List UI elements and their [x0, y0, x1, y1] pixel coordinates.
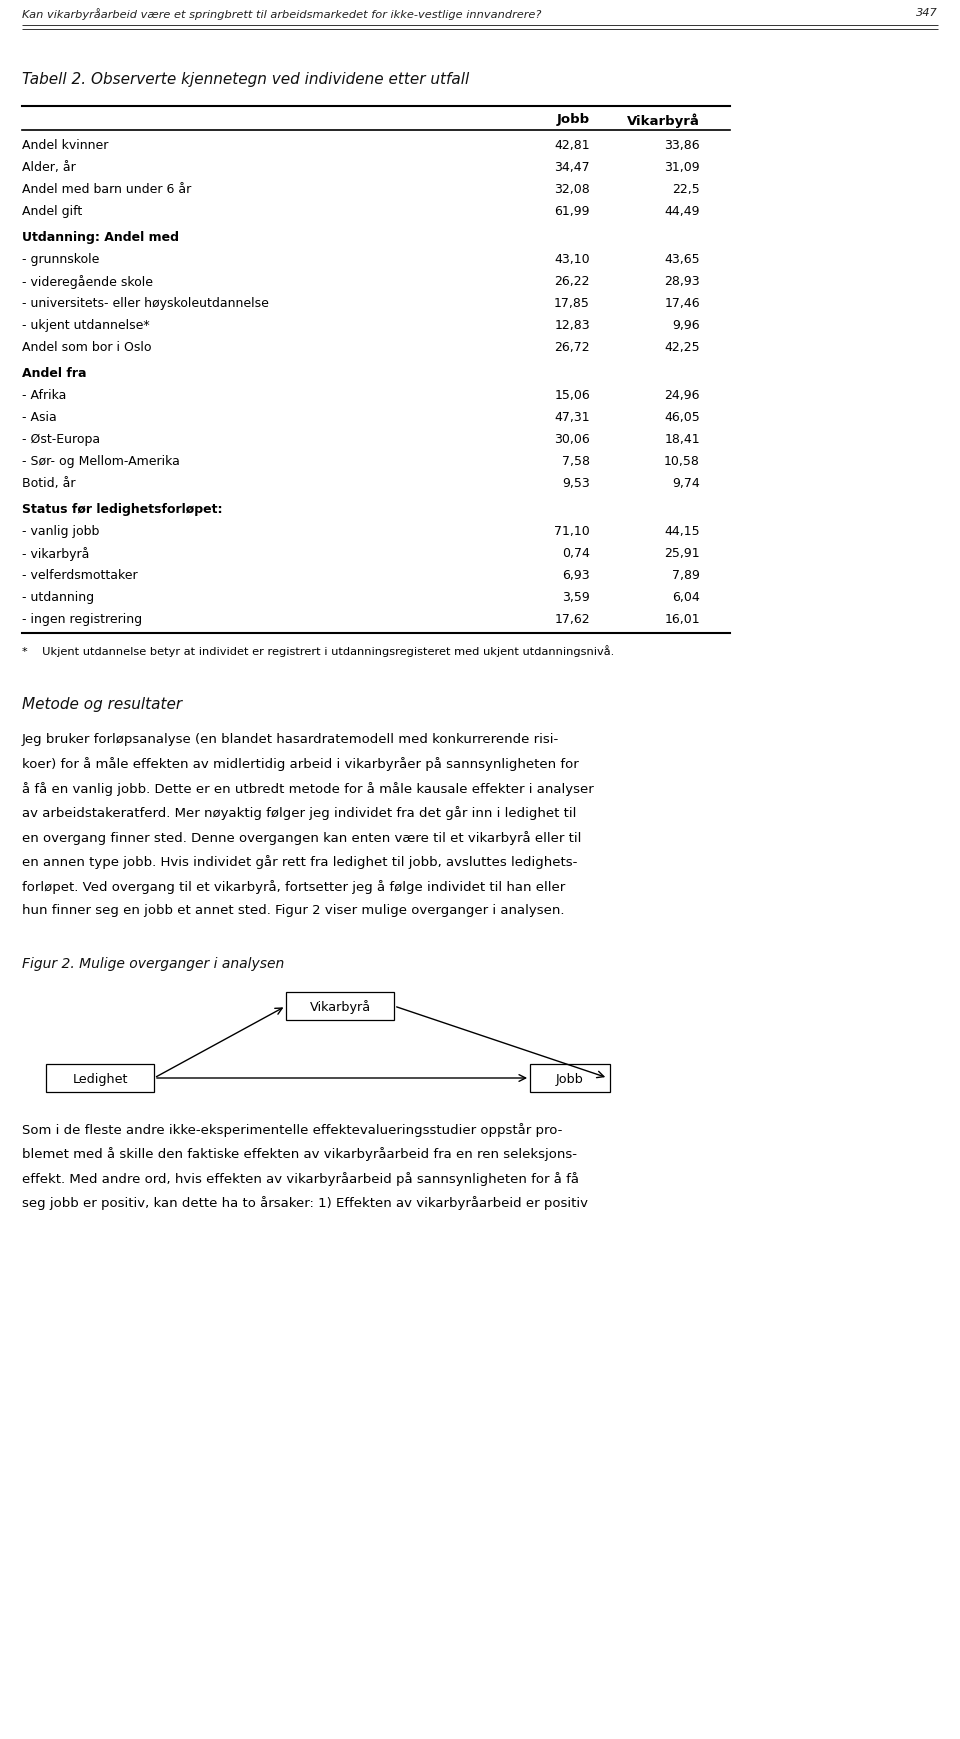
Text: Tabell 2. Observerte kjennetegn ved individene etter utfall: Tabell 2. Observerte kjennetegn ved indi… [22, 71, 469, 87]
Text: en annen type jobb. Hvis individet går rett fra ledighet til jobb, avsluttes led: en annen type jobb. Hvis individet går r… [22, 856, 577, 870]
Text: 3,59: 3,59 [563, 591, 590, 603]
Text: Figur 2. Mulige overganger i analysen: Figur 2. Mulige overganger i analysen [22, 956, 284, 970]
Text: 17,85: 17,85 [554, 297, 590, 310]
Text: Vikarbyrå: Vikarbyrå [309, 1000, 371, 1014]
Text: blemet med å skille den faktiske effekten av vikarbyråarbeid fra en ren seleksjo: blemet med å skille den faktiske effekte… [22, 1146, 577, 1162]
Text: - universitets- eller høyskoleutdannelse: - universitets- eller høyskoleutdannelse [22, 297, 269, 310]
Text: Jobb: Jobb [557, 113, 590, 125]
Text: Kan vikarbyråarbeid være et springbrett til arbeidsmarkedet for ikke-vestlige in: Kan vikarbyråarbeid være et springbrett … [22, 9, 541, 19]
Text: 71,10: 71,10 [554, 525, 590, 537]
Text: - ingen registrering: - ingen registrering [22, 612, 142, 626]
Text: Jobb: Jobb [556, 1071, 584, 1085]
Text: 22,5: 22,5 [672, 183, 700, 197]
Text: Andel gift: Andel gift [22, 205, 83, 217]
Text: 26,72: 26,72 [554, 341, 590, 353]
Text: 44,49: 44,49 [664, 205, 700, 217]
Text: Jeg bruker forløpsanalyse (en blandet hasardratemodell med konkurrerende risi-: Jeg bruker forløpsanalyse (en blandet ha… [22, 732, 560, 746]
FancyBboxPatch shape [286, 993, 394, 1021]
Text: 31,09: 31,09 [664, 162, 700, 174]
Text: 28,93: 28,93 [664, 275, 700, 289]
Text: 33,86: 33,86 [664, 139, 700, 151]
Text: *    Ukjent utdannelse betyr at individet er registrert i utdanningsregisteret m: * Ukjent utdannelse betyr at individet e… [22, 645, 614, 657]
Text: 9,53: 9,53 [563, 476, 590, 490]
Text: - vikarbyrå: - vikarbyrå [22, 546, 89, 560]
Text: effekt. Med andre ord, hvis effekten av vikarbyråarbeid på sannsynligheten for å: effekt. Med andre ord, hvis effekten av … [22, 1172, 579, 1186]
Text: 347: 347 [916, 9, 938, 17]
FancyBboxPatch shape [46, 1064, 154, 1092]
Text: 10,58: 10,58 [664, 454, 700, 468]
FancyBboxPatch shape [530, 1064, 610, 1092]
Text: - ukjent utdannelse*: - ukjent utdannelse* [22, 318, 150, 332]
Text: 17,46: 17,46 [664, 297, 700, 310]
Text: - Asia: - Asia [22, 410, 57, 424]
Text: 15,06: 15,06 [554, 390, 590, 402]
Text: Metode og resultater: Metode og resultater [22, 697, 182, 711]
Text: - vanlig jobb: - vanlig jobb [22, 525, 100, 537]
Text: koer) for å måle effekten av midlertidig arbeid i vikarbyråer på sannsynligheten: koer) for å måle effekten av midlertidig… [22, 756, 579, 770]
Text: 24,96: 24,96 [664, 390, 700, 402]
Text: 6,93: 6,93 [563, 569, 590, 581]
Text: 18,41: 18,41 [664, 433, 700, 445]
Text: - velferdsmottaker: - velferdsmottaker [22, 569, 137, 581]
Text: hun finner seg en jobb et annet sted. Figur 2 viser mulige overganger i analysen: hun finner seg en jobb et annet sted. Fi… [22, 904, 564, 916]
Text: 30,06: 30,06 [554, 433, 590, 445]
Text: 42,25: 42,25 [664, 341, 700, 353]
Text: Vikarbyrå: Vikarbyrå [627, 113, 700, 127]
Text: - Øst-Europa: - Øst-Europa [22, 433, 100, 445]
Text: 32,08: 32,08 [554, 183, 590, 197]
Text: 47,31: 47,31 [554, 410, 590, 424]
Text: en overgang finner sted. Denne overgangen kan enten være til et vikarbyrå eller : en overgang finner sted. Denne overgange… [22, 831, 582, 845]
Text: - grunnskole: - grunnskole [22, 252, 100, 266]
Text: Alder, år: Alder, år [22, 162, 76, 174]
Text: Som i de fleste andre ikke-eksperimentelle effektevalueringsstudier oppstår pro-: Som i de fleste andre ikke-eksperimentel… [22, 1122, 563, 1136]
Text: 43,10: 43,10 [554, 252, 590, 266]
Text: 25,91: 25,91 [664, 546, 700, 560]
Text: - videregående skole: - videregående skole [22, 275, 153, 289]
Text: Andel med barn under 6 år: Andel med barn under 6 år [22, 183, 191, 197]
Text: - utdanning: - utdanning [22, 591, 94, 603]
Text: 26,22: 26,22 [555, 275, 590, 289]
Text: Andel som bor i Oslo: Andel som bor i Oslo [22, 341, 152, 353]
Text: 46,05: 46,05 [664, 410, 700, 424]
Text: Ledighet: Ledighet [72, 1071, 128, 1085]
Text: 16,01: 16,01 [664, 612, 700, 626]
Text: 7,89: 7,89 [672, 569, 700, 581]
Text: 9,74: 9,74 [672, 476, 700, 490]
Text: 7,58: 7,58 [562, 454, 590, 468]
Text: Andel kvinner: Andel kvinner [22, 139, 108, 151]
Text: 0,74: 0,74 [563, 546, 590, 560]
Text: 42,81: 42,81 [554, 139, 590, 151]
Text: av arbeidstakeratferd. Mer nøyaktig følger jeg individet fra det går inn i ledig: av arbeidstakeratferd. Mer nøyaktig følg… [22, 807, 576, 821]
Text: 6,04: 6,04 [672, 591, 700, 603]
Text: Botid, år: Botid, år [22, 476, 76, 490]
Text: 9,96: 9,96 [672, 318, 700, 332]
Text: Utdanning: Andel med: Utdanning: Andel med [22, 231, 179, 243]
Text: - Sør- og Mellom-Amerika: - Sør- og Mellom-Amerika [22, 454, 180, 468]
Text: 61,99: 61,99 [555, 205, 590, 217]
Text: forløpet. Ved overgang til et vikarbyrå, fortsetter jeg å følge individet til ha: forløpet. Ved overgang til et vikarbyrå,… [22, 880, 565, 894]
Text: 17,62: 17,62 [554, 612, 590, 626]
Text: Status før ledighetsforløpet:: Status før ledighetsforløpet: [22, 503, 223, 516]
Text: Andel fra: Andel fra [22, 367, 86, 379]
Text: å få en vanlig jobb. Dette er en utbredt metode for å måle kausale effekter i an: å få en vanlig jobb. Dette er en utbredt… [22, 781, 593, 795]
Text: - Afrika: - Afrika [22, 390, 66, 402]
Text: 44,15: 44,15 [664, 525, 700, 537]
Text: 12,83: 12,83 [554, 318, 590, 332]
Text: 43,65: 43,65 [664, 252, 700, 266]
Text: seg jobb er positiv, kan dette ha to årsaker: 1) Effekten av vikarbyråarbeid er : seg jobb er positiv, kan dette ha to års… [22, 1196, 588, 1210]
Text: 34,47: 34,47 [554, 162, 590, 174]
